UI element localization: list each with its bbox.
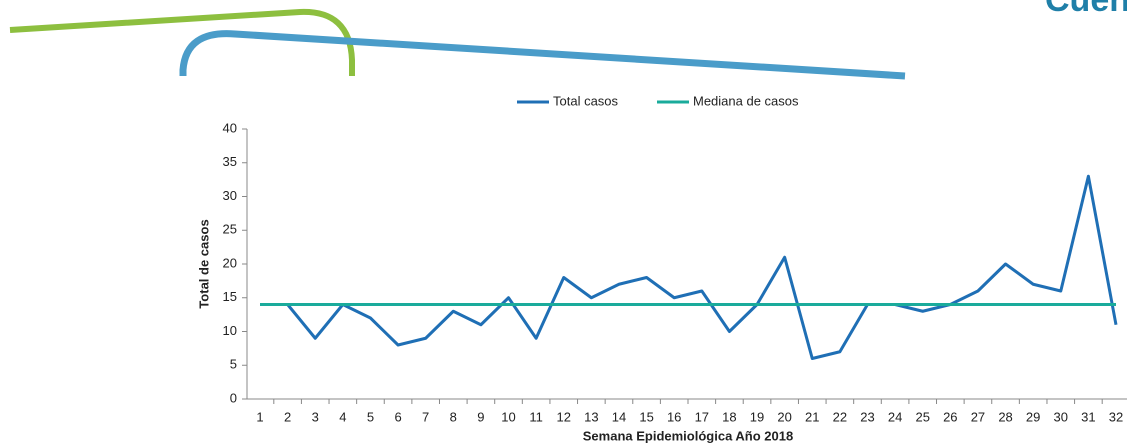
legend-label: Total casos [553, 93, 619, 108]
x-tick-label: 25 [915, 409, 929, 424]
series-line [260, 174, 1118, 360]
y-tick-label: 10 [223, 323, 237, 338]
green-swoosh [9, 8, 355, 76]
x-tick-label: 32 [1109, 409, 1123, 424]
y-tick-label: 5 [230, 357, 237, 372]
blue-swoosh [179, 30, 906, 80]
y-tick-label: 25 [223, 222, 237, 237]
x-tick-label: 16 [667, 409, 681, 424]
y-tick-label: 40 [223, 120, 237, 135]
x-tick-label: 21 [805, 409, 819, 424]
legend-label: Mediana de casos [693, 93, 799, 108]
x-tick-label: 2 [284, 409, 291, 424]
x-tick-label: 5 [367, 409, 374, 424]
x-tick-label: 24 [888, 409, 902, 424]
x-tick-label: 15 [639, 409, 653, 424]
x-tick-label: 18 [722, 409, 736, 424]
x-tick-label: 19 [750, 409, 764, 424]
x-tick-label: 8 [450, 409, 457, 424]
x-tick-label: 23 [860, 409, 874, 424]
x-tick-label: 17 [695, 409, 709, 424]
x-tick-label: 20 [777, 409, 791, 424]
x-tick-label: 13 [584, 409, 598, 424]
x-tick-label: 3 [312, 409, 319, 424]
y-axis-title: Total de casos [196, 219, 211, 308]
y-tick-label: 15 [223, 289, 237, 304]
x-tick-label: 12 [557, 409, 571, 424]
x-tick-label: 4 [339, 409, 346, 424]
x-tick-label: 9 [477, 409, 484, 424]
y-tick-label: 35 [223, 154, 237, 169]
x-tick-label: 7 [422, 409, 429, 424]
x-axis-title: Semana Epidemiológica Año 2018 [583, 428, 793, 443]
y-tick-label: 20 [223, 255, 237, 270]
header-decor: Cuenta C [9, 0, 1127, 80]
x-tick-label: 22 [833, 409, 847, 424]
y-tick-label: 0 [230, 390, 237, 405]
x-tick-label: 26 [943, 409, 957, 424]
logo: Cuenta C [1045, 0, 1127, 19]
x-tick-label: 11 [529, 409, 543, 424]
x-tick-label: 28 [998, 409, 1012, 424]
x-tick-label: 10 [501, 409, 515, 424]
x-tick-label: 1 [256, 409, 263, 424]
y-tick-label: 30 [223, 188, 237, 203]
x-tick-label: 30 [1054, 409, 1068, 424]
x-tick-label: 29 [1026, 409, 1040, 424]
x-tick-label: 27 [971, 409, 985, 424]
x-tick-label: 14 [612, 409, 626, 424]
x-tick-label: 6 [394, 409, 401, 424]
x-tick-label: 31 [1081, 409, 1095, 424]
